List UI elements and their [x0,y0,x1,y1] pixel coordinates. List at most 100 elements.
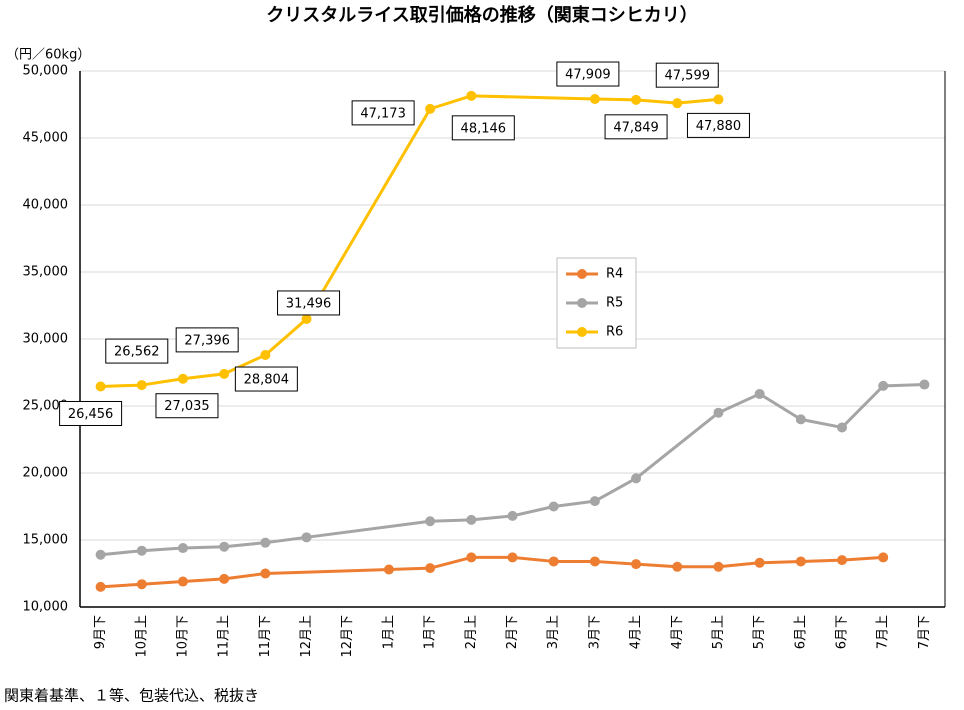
data-label-box [234,366,298,392]
data-point [713,561,724,572]
data-point [95,381,106,392]
data-label-box [556,61,620,87]
data-point [631,94,642,105]
data-point [136,380,147,391]
legend-label: R6 [606,325,623,340]
data-label-box [655,62,719,88]
data-point [466,552,477,563]
data-point [589,94,600,105]
y-tick-label: 40,000 [23,198,69,213]
data-point [466,514,477,525]
data-point [260,350,271,361]
y-tick-label: 20,000 [23,466,69,481]
data-point [136,579,147,590]
data-label: 28,804 [244,373,290,388]
data-point [425,103,436,114]
data-label-box [604,114,668,140]
x-tick-label: 12月上 [299,615,314,658]
legend-label: R4 [606,267,623,282]
x-tick-label: 2月下 [505,615,520,649]
y-tick-label: 25,000 [23,399,69,414]
gap-connector [471,94,595,101]
y-tick-label: 50,000 [23,64,69,79]
x-tick-label: 5月上 [711,615,726,649]
data-point [301,532,312,543]
data-point [425,516,436,527]
y-axis-label: （円／60kg） [6,48,90,63]
data-label-box [155,393,219,419]
data-label: 48,146 [461,121,507,136]
data-label-box [686,112,750,138]
legend-label: R5 [606,296,623,311]
data-label-box [175,327,239,353]
x-tick-label: 4月上 [629,615,644,649]
x-tick-label: 10月下 [175,615,190,658]
gap-connector [306,519,431,539]
data-point [713,407,724,418]
gap-connector [265,567,389,575]
data-point [837,555,848,566]
data-point [878,380,889,391]
data-label: 47,849 [613,120,659,135]
data-point [466,90,477,101]
data-point [795,414,806,425]
data-point [754,388,765,399]
series-line [430,477,637,523]
data-point [878,552,889,563]
x-tick-label: 2月上 [464,615,479,649]
data-label: 47,909 [565,68,611,83]
data-point [837,422,848,433]
data-point [548,556,559,567]
data-point [95,581,106,592]
data-label: 47,599 [665,69,711,84]
data-point [548,501,559,512]
x-tick-label: 11月下 [258,615,273,658]
series-line [100,535,307,557]
x-tick-label: 4月下 [670,615,685,649]
footnote: 関東着基準、１等、包装代込、税抜き [4,687,259,705]
data-point [672,98,683,109]
chart-title: クリスタルライス取引価格の推移（関東コシヒカリ） [266,4,697,26]
series-line [717,383,925,429]
data-point [919,379,930,390]
data-point [631,473,642,484]
data-point [383,564,394,575]
data-point [631,559,642,570]
data-point [425,563,436,574]
y-tick-label: 10,000 [23,600,69,615]
data-point [219,573,230,584]
y-tick-label: 30,000 [23,332,69,347]
x-tick-label: 7月上 [876,615,891,649]
data-point [177,543,188,554]
gap-connector [305,108,432,320]
data-point [260,568,271,579]
data-label: 26,456 [68,407,114,422]
series-line [594,97,719,105]
data-label: 27,035 [164,399,210,414]
data-point [177,576,188,587]
data-point [589,496,600,507]
data-point [219,541,230,552]
data-label: 47,173 [360,106,406,121]
data-point [260,537,271,548]
y-tick-label: 35,000 [23,265,69,280]
x-tick-label: 3月上 [546,615,561,649]
data-label-box [351,100,415,126]
legend-marker [577,327,587,337]
x-tick-label: 6月下 [835,615,850,649]
data-point [507,510,518,521]
legend-marker [577,269,587,279]
data-label: 31,496 [286,296,332,311]
data-point [301,313,312,324]
data-point [95,549,106,560]
x-tick-label: 3月下 [587,615,602,649]
legend-marker [577,298,587,308]
y-tick-label: 15,000 [23,533,69,548]
x-tick-label: 12月下 [340,615,355,658]
series-line [100,317,308,388]
data-point [713,94,724,105]
x-tick-label: 1月上 [381,615,396,649]
data-point [589,556,600,567]
x-tick-label: 11月上 [217,615,232,658]
